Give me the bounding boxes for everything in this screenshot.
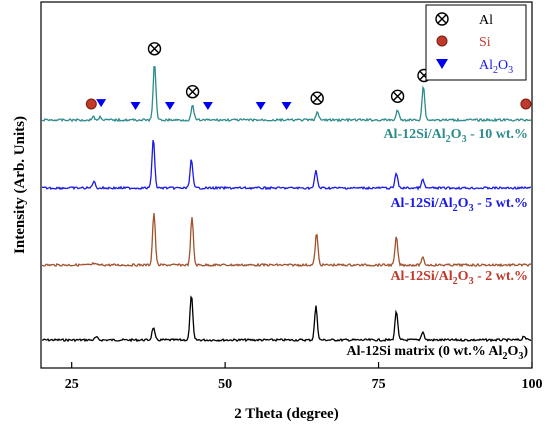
marker-si-12 (520, 98, 532, 110)
x-axis-ticks: 25 50 75 100 (65, 362, 543, 392)
marker-al2o3-8 (281, 102, 292, 110)
x-tick-label-1: 50 (218, 377, 232, 392)
marker-al-5 (185, 84, 200, 99)
x-axis-title: 2 Theta (degree) (234, 406, 338, 422)
series-label-3: Al-12Si/Al2O3 - 10 wt.% (383, 127, 528, 145)
series-label-1: Al-12Si/Al2O3 - 2 wt.% (390, 269, 528, 287)
series-labels: Al-12Si matrix (0 wt.% Al2O3) Al-12Si/Al2… (347, 127, 529, 362)
series-line-1 (41, 212, 532, 268)
legend: Al Si Al2O3 (425, 4, 527, 81)
x-tick-label-0: 25 (65, 377, 79, 392)
series-curves (41, 65, 532, 343)
marker-al2o3-1 (96, 99, 107, 108)
marker-al2o3-7 (255, 102, 266, 110)
plot-area: 25 50 75 100 (40, 1, 543, 392)
legend-al2o3-icon (436, 59, 448, 69)
marker-al-9 (310, 91, 324, 105)
marker-al-10 (390, 89, 405, 104)
peak-markers (85, 42, 532, 110)
legend-si-label: Si (479, 35, 491, 50)
series-label-2: Al-12Si/Al2O3 - 5 wt.% (390, 196, 528, 214)
marker-al2o3-2 (130, 102, 141, 110)
y-axis-title: Intensity (Arb. Units) (12, 116, 28, 254)
legend-al2o3-label: Al2O3 (479, 58, 513, 76)
legend-si-icon (436, 35, 448, 47)
marker-al-3 (147, 42, 162, 56)
plot-frame (40, 1, 533, 369)
x-tick-label-3: 100 (522, 377, 543, 392)
series-label-0: Al-12Si matrix (0 wt.% Al2O3) (347, 344, 529, 362)
legend-al-label: Al (479, 13, 493, 28)
series-line-2 (41, 140, 532, 191)
marker-al2o3-6 (202, 102, 213, 110)
x-tick-label-2: 75 (372, 377, 386, 392)
marker-si-0 (85, 98, 97, 110)
legend-al-icon (435, 12, 449, 26)
marker-al2o3-4 (164, 102, 175, 110)
series-line-3 (41, 65, 532, 123)
series-line-0 (41, 295, 532, 343)
